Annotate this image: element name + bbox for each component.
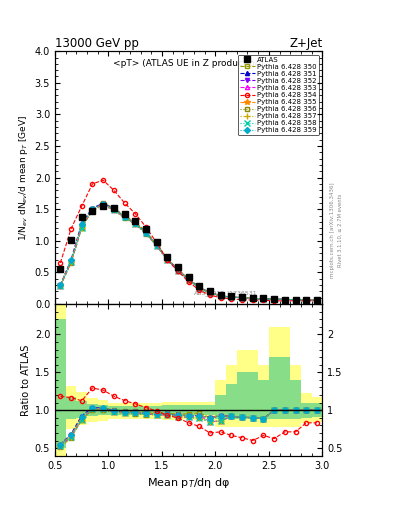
Text: 13000 GeV pp: 13000 GeV pp — [55, 37, 139, 50]
Y-axis label: Ratio to ATLAS: Ratio to ATLAS — [20, 344, 31, 416]
Text: Rivet 3.1.10, ≥ 2.7M events: Rivet 3.1.10, ≥ 2.7M events — [338, 194, 342, 267]
Text: ABS_2019_I1736531: ABS_2019_I1736531 — [194, 290, 257, 295]
Text: <pT> (ATLAS UE in Z production): <pT> (ATLAS UE in Z production) — [113, 59, 264, 68]
Legend: ATLAS, Pythia 6.428 350, Pythia 6.428 351, Pythia 6.428 352, Pythia 6.428 353, P: ATLAS, Pythia 6.428 350, Pythia 6.428 35… — [238, 55, 319, 135]
X-axis label: Mean p$_T$/dη dφ: Mean p$_T$/dη dφ — [147, 476, 230, 490]
Y-axis label: 1/N$_{ev}$ dN$_{ev}$/d mean p$_T$ [GeV]: 1/N$_{ev}$ dN$_{ev}$/d mean p$_T$ [GeV] — [18, 114, 31, 241]
Text: mcplots.cern.ch [arXiv:1306.3436]: mcplots.cern.ch [arXiv:1306.3436] — [330, 183, 334, 278]
Text: Z+Jet: Z+Jet — [289, 37, 322, 50]
